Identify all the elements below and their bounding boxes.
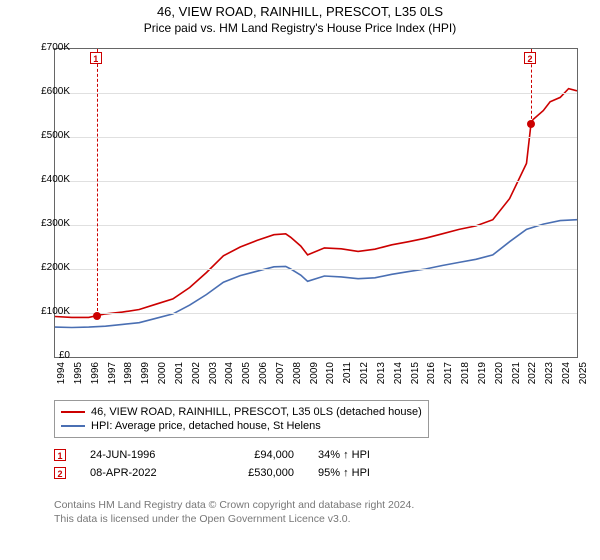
- footer-attribution: Contains HM Land Registry data © Crown c…: [54, 498, 574, 526]
- y-axis-label: £600K: [24, 86, 70, 97]
- event-row: 1 24-JUN-1996 £94,000 34% ↑ HPI: [54, 446, 408, 464]
- gridline: [55, 313, 577, 314]
- marker-box: 2: [524, 52, 536, 64]
- legend: 46, VIEW ROAD, RAINHILL, PRESCOT, L35 0L…: [54, 400, 429, 438]
- event-row: 2 08-APR-2022 £530,000 95% ↑ HPI: [54, 464, 408, 482]
- x-axis-label: 2018: [460, 362, 471, 392]
- x-axis-label: 2011: [342, 362, 353, 392]
- x-axis-label: 1995: [73, 362, 84, 392]
- x-axis-label: 2008: [292, 362, 303, 392]
- event-price: £530,000: [224, 467, 294, 479]
- event-table: 1 24-JUN-1996 £94,000 34% ↑ HPI 2 08-APR…: [54, 446, 408, 482]
- y-axis-label: £100K: [24, 306, 70, 317]
- x-axis-label: 2012: [359, 362, 370, 392]
- x-axis-label: 2015: [410, 362, 421, 392]
- marker-dot: [527, 120, 535, 128]
- x-axis-label: 2009: [309, 362, 320, 392]
- y-axis-label: £300K: [24, 218, 70, 229]
- event-date: 08-APR-2022: [90, 467, 200, 479]
- y-axis-label: £0: [24, 350, 70, 361]
- x-axis-label: 1994: [56, 362, 67, 392]
- legend-item: HPI: Average price, detached house, St H…: [61, 419, 422, 433]
- legend-swatch-hpi: [61, 425, 85, 427]
- x-axis-label: 2003: [208, 362, 219, 392]
- x-axis-label: 2005: [241, 362, 252, 392]
- event-marker-icon: 2: [54, 467, 66, 479]
- x-axis-label: 2007: [275, 362, 286, 392]
- x-axis-label: 2006: [258, 362, 269, 392]
- event-price: £94,000: [224, 449, 294, 461]
- x-axis-label: 2013: [376, 362, 387, 392]
- event-pct: 95% ↑ HPI: [318, 467, 408, 479]
- x-axis-label: 2001: [174, 362, 185, 392]
- chart-container: 46, VIEW ROAD, RAINHILL, PRESCOT, L35 0L…: [0, 0, 600, 560]
- plot-area: [54, 48, 578, 358]
- chart-svg: [55, 49, 577, 357]
- gridline: [55, 225, 577, 226]
- gridline: [55, 137, 577, 138]
- x-axis-label: 2021: [511, 362, 522, 392]
- footer-line1: Contains HM Land Registry data © Crown c…: [54, 498, 574, 512]
- legend-label: HPI: Average price, detached house, St H…: [91, 420, 321, 432]
- x-axis-label: 2019: [477, 362, 488, 392]
- footer-line2: This data is licensed under the Open Gov…: [54, 512, 574, 526]
- chart-title-line2: Price paid vs. HM Land Registry's House …: [0, 19, 600, 39]
- x-axis-label: 2025: [578, 362, 589, 392]
- x-axis-label: 1997: [107, 362, 118, 392]
- marker-dashed-line: [97, 49, 98, 316]
- x-axis-label: 2014: [393, 362, 404, 392]
- legend-item: 46, VIEW ROAD, RAINHILL, PRESCOT, L35 0L…: [61, 405, 422, 419]
- marker-box: 1: [90, 52, 102, 64]
- x-axis-label: 1996: [90, 362, 101, 392]
- event-pct: 34% ↑ HPI: [318, 449, 408, 461]
- legend-swatch-property: [61, 411, 85, 413]
- x-axis-label: 2022: [527, 362, 538, 392]
- x-axis-label: 2017: [443, 362, 454, 392]
- legend-label: 46, VIEW ROAD, RAINHILL, PRESCOT, L35 0L…: [91, 406, 422, 418]
- x-axis-label: 2002: [191, 362, 202, 392]
- event-marker-icon: 1: [54, 449, 66, 461]
- y-axis-label: £200K: [24, 262, 70, 273]
- x-axis-label: 2004: [224, 362, 235, 392]
- marker-dot: [93, 312, 101, 320]
- x-axis-label: 1998: [123, 362, 134, 392]
- gridline: [55, 93, 577, 94]
- series-line-property: [55, 89, 577, 318]
- x-axis-label: 2016: [426, 362, 437, 392]
- event-date: 24-JUN-1996: [90, 449, 200, 461]
- x-axis-label: 2000: [157, 362, 168, 392]
- chart-title-line1: 46, VIEW ROAD, RAINHILL, PRESCOT, L35 0L…: [0, 0, 600, 19]
- y-axis-label: £400K: [24, 174, 70, 185]
- y-axis-label: £700K: [24, 42, 70, 53]
- x-axis-label: 1999: [140, 362, 151, 392]
- x-axis-label: 2010: [325, 362, 336, 392]
- x-axis-label: 2024: [561, 362, 572, 392]
- x-axis-label: 2020: [494, 362, 505, 392]
- y-axis-label: £500K: [24, 130, 70, 141]
- gridline: [55, 269, 577, 270]
- series-line-hpi: [55, 220, 577, 328]
- x-axis-label: 2023: [544, 362, 555, 392]
- gridline: [55, 181, 577, 182]
